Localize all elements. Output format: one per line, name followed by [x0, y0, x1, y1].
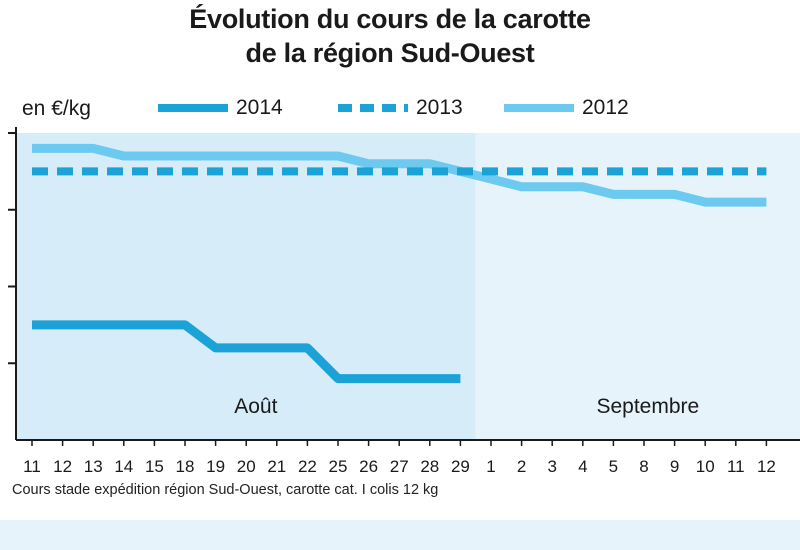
x-tick-label: 8 [639, 457, 648, 476]
y-unit-label: en €/kg [22, 97, 91, 120]
legend-label-2012: 2012 [582, 96, 629, 119]
x-tick-label: 22 [298, 457, 317, 476]
chart-title-line2: de la région Sud-Ouest [245, 38, 535, 68]
x-tick-label: 10 [696, 457, 715, 476]
series-line-2012 [32, 143, 767, 207]
x-tick-label: 3 [547, 457, 556, 476]
chart-title-line1: Évolution du cours de la carotte [189, 4, 591, 34]
legend-label-2013: 2013 [416, 96, 463, 119]
x-tick-label: 2 [517, 457, 526, 476]
x-tick-label: 29 [451, 457, 470, 476]
legend-item-2014: 2014 [158, 96, 283, 120]
legend-swatch-2014 [158, 104, 228, 112]
series-line-2014 [32, 320, 461, 384]
x-tick-label: 5 [609, 457, 618, 476]
x-tick-label: 11 [727, 457, 745, 476]
x-tick-label: 21 [267, 457, 286, 476]
legend-swatch-2013 [338, 104, 408, 112]
month-label-aout: Août [234, 395, 277, 418]
x-tick-label: 4 [578, 457, 587, 476]
x-tick-label: 13 [84, 457, 103, 476]
x-tick-label: 18 [176, 457, 195, 476]
x-tick-label: 25 [329, 457, 348, 476]
x-tick-label: 11 [23, 457, 41, 476]
x-tick-label: 12 [757, 457, 776, 476]
x-tick-label: 12 [53, 457, 72, 476]
x-tick-label: 15 [145, 457, 164, 476]
legend-item-2012: 2012 [504, 96, 629, 120]
legend-item-2013: 2013 [338, 96, 463, 120]
x-tick-label: 26 [359, 457, 378, 476]
chart-plot: 11 12 13 14 15 18 19 20 21 22 25 26 27 28 29 1 2 3 4 5 8 9 10 1… [8, 127, 800, 476]
month-label-septembre: Septembre [596, 395, 699, 418]
x-tick-label: 20 [237, 457, 256, 476]
legend-label-2014: 2014 [236, 96, 283, 119]
month-panel-aout [16, 133, 476, 440]
x-tick-label: 9 [670, 457, 679, 476]
legend-swatch-2012 [504, 104, 574, 112]
x-tick-label: 19 [206, 457, 225, 476]
chart-title: Évolution du cours de la carotte de la r… [0, 2, 780, 70]
bottom-band [0, 520, 800, 550]
month-panel-septembre [475, 133, 800, 440]
x-tick-label: 14 [114, 457, 133, 476]
legend: 2014 2013 2012 [0, 96, 800, 122]
x-tick-label: 28 [420, 457, 439, 476]
x-tick-label: 27 [390, 457, 409, 476]
source-footnote: Cours stade expédition région Sud-Ouest,… [12, 482, 439, 498]
x-tick-label: 1 [486, 457, 495, 476]
